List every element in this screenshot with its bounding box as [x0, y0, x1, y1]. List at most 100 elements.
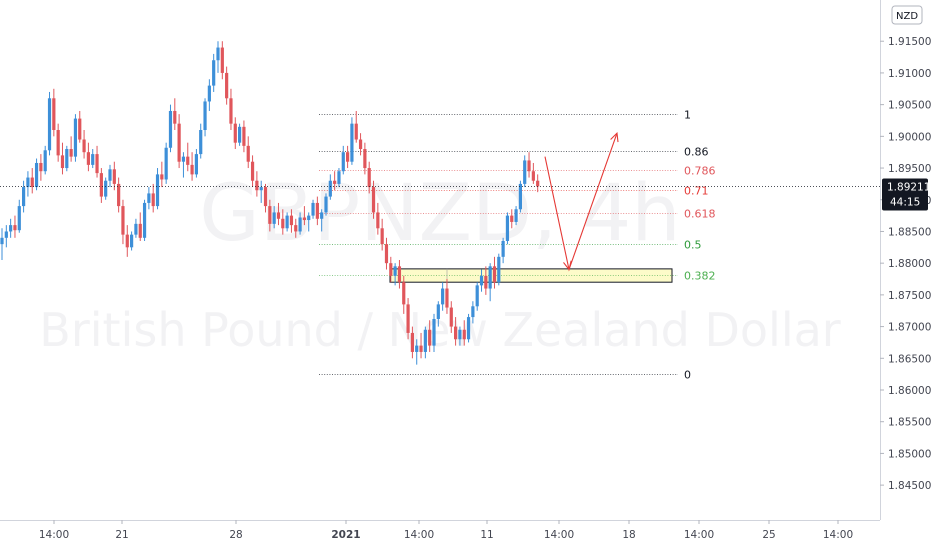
candle-body [320, 212, 324, 219]
time-tick-label: 14:00 [544, 529, 574, 541]
candle-body [337, 171, 341, 184]
candle-body [276, 212, 281, 219]
candle-body [371, 187, 376, 213]
candle-body [384, 244, 389, 264]
candle-body [497, 256, 501, 283]
candle-body [358, 139, 363, 150]
time-tick-label: 14:00 [39, 529, 69, 541]
candle-body [82, 139, 86, 153]
candle-body [471, 306, 475, 318]
candle-body [302, 217, 306, 221]
candle-body [246, 145, 250, 162]
candle-body [39, 162, 43, 172]
candle-body [112, 169, 116, 184]
candle-body [173, 110, 177, 124]
candle-body [160, 174, 164, 180]
candle-body [69, 149, 73, 157]
candle-body [311, 202, 315, 216]
price-tag-countdown: 44:15 [890, 197, 920, 209]
candle-body [203, 101, 207, 130]
candle-body [492, 266, 497, 283]
candle-body [268, 206, 272, 224]
candle-body [393, 266, 397, 276]
candle-body [117, 183, 121, 207]
price-tag-box [882, 178, 928, 211]
candle-body [402, 282, 406, 305]
candle-body [121, 206, 125, 235]
candle-body [177, 123, 181, 162]
currency-badge-label: NZD [896, 11, 918, 22]
candles [0, 41, 540, 365]
candle-body [43, 150, 47, 172]
candle-body [350, 123, 354, 162]
candle-body [389, 263, 393, 276]
candle-body [484, 275, 488, 289]
price-tick-label: 1.88000 [888, 258, 931, 270]
candle-body [138, 223, 142, 238]
candle-body [341, 152, 345, 172]
candle-body [99, 173, 103, 197]
time-axis[interactable]: 14:00 21 28 2021 14:00 11 14:00 18 14:00 25 14:00 [39, 520, 853, 541]
candle-body [536, 180, 540, 187]
candle-body [142, 202, 147, 238]
candle-body [346, 152, 350, 162]
price-tick-label: 1.91500 [888, 36, 931, 48]
candle-body [250, 161, 255, 181]
candle-body [376, 212, 380, 229]
time-tick-label: 21 [115, 529, 128, 541]
candle-body [56, 130, 60, 156]
candle-body [406, 304, 410, 333]
price-tick-label: 1.91000 [888, 68, 931, 80]
candle-body [186, 156, 190, 165]
candle-body [125, 234, 129, 248]
candle-body [17, 206, 21, 231]
price-tick-label: 1.90000 [888, 131, 931, 143]
candle-body [518, 183, 522, 210]
candle-body [479, 275, 484, 286]
watermark-description: British Pound / New Zealand Dollar [39, 303, 841, 357]
candle-body [531, 171, 535, 181]
currency-badge[interactable]: NZD [891, 5, 923, 25]
fib-level-label: 0.71 [684, 185, 709, 198]
candle-body [458, 329, 462, 340]
candle-body [466, 317, 471, 340]
candle-body [505, 215, 510, 241]
candle-body [324, 196, 328, 213]
price-tick-label: 1.88500 [888, 226, 931, 238]
candle-body [26, 177, 30, 188]
forecast-arrows[interactable] [544, 131, 619, 272]
candle-body [104, 180, 108, 197]
candle-body [415, 345, 419, 352]
time-tick-label: 14:00 [404, 529, 434, 541]
fib-level-label: 0.382 [684, 270, 716, 283]
candle-body [410, 332, 414, 352]
candle-body [0, 237, 4, 245]
fib-level-label: 0.5 [684, 239, 702, 252]
candle-body [242, 126, 246, 146]
price-tick-label: 1.89500 [888, 163, 931, 175]
price-axis[interactable]: 1.915001.910001.905001.900001.895001.890… [880, 36, 931, 492]
candle-body [34, 162, 39, 188]
time-tick-label: 25 [762, 529, 775, 541]
candle-body [238, 126, 242, 143]
support-zone[interactable] [389, 268, 673, 283]
candle-body [285, 215, 289, 229]
time-tick-label: 14:00 [684, 529, 714, 541]
candle-body [510, 215, 514, 222]
price-tick-label: 1.86000 [888, 385, 931, 397]
candle-body [181, 156, 186, 162]
candle-body [199, 130, 203, 155]
candle-body [225, 72, 229, 99]
candle-body [65, 149, 69, 169]
candle-body [449, 307, 453, 327]
candle-body [436, 304, 440, 319]
candle-body [380, 228, 384, 245]
candle-body [263, 187, 268, 207]
fib-level-label: 0 [684, 369, 691, 382]
candle-body [423, 329, 427, 352]
watermark-symbol: GBPNZD, 4h [199, 169, 680, 259]
candle-body [130, 234, 134, 248]
price-tick-label: 1.87500 [888, 290, 931, 302]
candle-body [354, 123, 358, 140]
